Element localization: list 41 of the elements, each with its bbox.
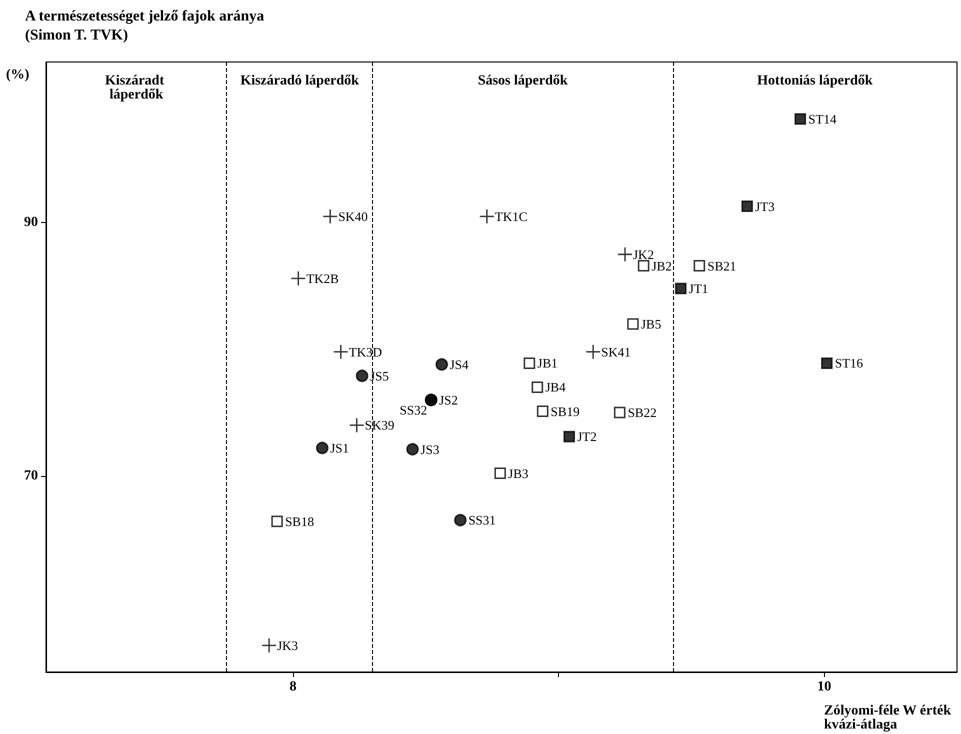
annotation: JS5: [370, 368, 389, 384]
annotation: TK3D: [348, 344, 382, 360]
annotation: ST16: [834, 356, 864, 371]
annotation: JB5: [640, 316, 662, 332]
annotation: SK41: [601, 344, 631, 360]
x-tick-label: 10: [817, 680, 832, 694]
annotation: TK2B: [306, 270, 340, 286]
x-axis-title: Zólyomi-féle W érték kvázi-átlaga: [824, 704, 955, 732]
annotation: Kiszáradt láperdők: [105, 74, 168, 102]
annotation: JB4: [545, 380, 566, 395]
annotation: Hottoniás láperdők: [757, 74, 873, 88]
y-axis-title: (%): [6, 68, 30, 82]
chart-title: A természetességet jelző fajok aránya: [25, 8, 265, 24]
x-tick-label: 8: [290, 680, 297, 694]
annotation: SB19: [550, 404, 580, 419]
annotation: JS4: [450, 356, 470, 372]
annotation: SK40: [338, 208, 368, 224]
annotation: JS1: [330, 440, 350, 456]
annotation: JS2: [439, 392, 458, 408]
y-tick-label: 90: [24, 215, 38, 230]
annotation: JB3: [508, 466, 528, 481]
annotation: JT3: [755, 198, 775, 214]
annotation: SB22: [628, 405, 657, 420]
chart-subtitle: (Simon T. TVK): [25, 28, 128, 44]
annotation: SB18: [285, 514, 314, 529]
annotation: Sásos láperdők: [478, 74, 568, 88]
annotation: JS3: [420, 442, 440, 457]
annotation: JB1: [537, 356, 558, 371]
annotation: ST14: [808, 111, 837, 126]
annotation: Kiszáradó láperdők: [240, 74, 360, 88]
annotation: TK1C: [494, 208, 528, 224]
annotation: JK2: [633, 246, 654, 262]
y-tick-label: 70: [24, 468, 38, 484]
annotation: SS32: [400, 402, 428, 418]
annotation: SK39: [364, 418, 394, 433]
annotation: JB2: [652, 258, 672, 274]
annotation: JT2: [577, 429, 597, 444]
annotation: SS31: [468, 512, 496, 528]
annotation: JT1: [688, 281, 708, 296]
annotation: JK3: [277, 638, 298, 653]
annotation: SB21: [707, 258, 736, 274]
